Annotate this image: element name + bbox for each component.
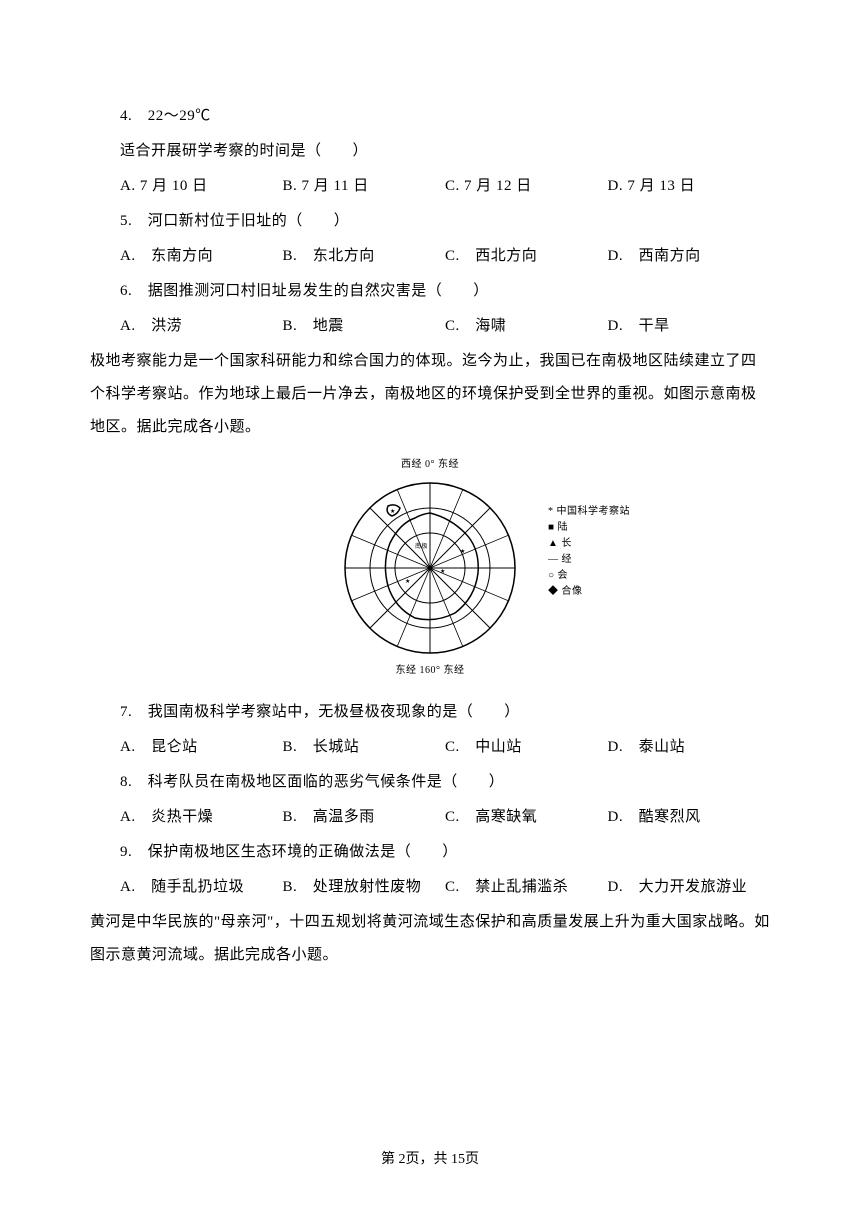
- q6-opt-c: C. 海啸: [445, 310, 608, 343]
- q8-options: A. 炎热干燥 B. 高温多雨 C. 高寒缺氧 D. 酷寒烈风: [90, 801, 770, 834]
- polar-map-svg: 南极 ★ ★ ★ ★: [340, 478, 520, 658]
- figure-top-label: 西经 0° 东经: [340, 454, 520, 476]
- q7-opt-b: B. 长城站: [283, 731, 446, 764]
- q9-opt-b: B. 处理放射性废物: [283, 871, 446, 904]
- q7-prompt: 7. 我国南极科学考察站中，无极昼极夜现象的是（ ）: [90, 696, 770, 729]
- legend-item-2: ■ 陆: [548, 520, 630, 536]
- passage1: 极地考察能力是一个国家科研能力和综合国力的体现。迄今为止，我国已在南极地区陆续建…: [90, 345, 770, 444]
- passage2: 黄河是中华民族的"母亲河"，十四五规划将黄河流域生态保护和高质量发展上升为重大国…: [90, 906, 770, 972]
- q4-options: A. 7 月 10 日 B. 7 月 11 日 C. 7 月 12 日 D. 7…: [90, 170, 770, 203]
- q7-opt-c: C. 中山站: [445, 731, 608, 764]
- q4-opt-c: C. 7 月 12 日: [445, 170, 608, 203]
- q7-opt-a: A. 昆仑站: [120, 731, 283, 764]
- legend-item-3: ▲ 长: [548, 536, 630, 552]
- svg-text:★: ★: [405, 578, 411, 585]
- q4-opt-d: D. 7 月 13 日: [608, 170, 771, 203]
- q4-opt-a: A. 7 月 10 日: [120, 170, 283, 203]
- q8-opt-b: B. 高温多雨: [283, 801, 446, 834]
- q6-opt-d: D. 干旱: [608, 310, 771, 343]
- figure-bottom-label: 东经 160° 东经: [340, 660, 520, 682]
- q6-opt-a: A. 洪涝: [120, 310, 283, 343]
- q6-prompt: 6. 据图推测河口村旧址易发生的自然灾害是（ ）: [90, 275, 770, 308]
- q7-options: A. 昆仑站 B. 长城站 C. 中山站 D. 泰山站: [90, 731, 770, 764]
- svg-text:南极: 南极: [415, 542, 428, 550]
- q8-opt-a: A. 炎热干燥: [120, 801, 283, 834]
- q5-options: A. 东南方向 B. 东北方向 C. 西北方向 D. 西南方向: [90, 240, 770, 273]
- svg-text:★: ★: [460, 548, 466, 555]
- q9-opt-d: D. 大力开发旅游业: [608, 871, 771, 904]
- q7-opt-d: D. 泰山站: [608, 731, 771, 764]
- q4-opt-b: B. 7 月 11 日: [283, 170, 446, 203]
- q9-opt-c: C. 禁止乱捕滥杀: [445, 871, 608, 904]
- q8-opt-c: C. 高寒缺氧: [445, 801, 608, 834]
- q5-opt-c: C. 西北方向: [445, 240, 608, 273]
- q9-options: A. 随手乱扔垃圾 B. 处理放射性废物 C. 禁止乱捕滥杀 D. 大力开发旅游…: [90, 871, 770, 904]
- legend-item-1: * 中国科学考察站: [548, 504, 630, 520]
- legend-item-4: — 经: [548, 552, 630, 568]
- q5-opt-d: D. 西南方向: [608, 240, 771, 273]
- page-content: 4. 22～29℃ 适合开展研学考察的时间是（ ） A. 7 月 10 日 B.…: [90, 100, 770, 972]
- q4-header: 4. 22～29℃: [90, 100, 770, 133]
- q8-opt-d: D. 酷寒烈风: [608, 801, 771, 834]
- q9-opt-a: A. 随手乱扔垃圾: [120, 871, 283, 904]
- figure-inner: 西经 0° 东经 南极 ★ ★ ★ ★ 东经 160°: [340, 454, 520, 682]
- q5-opt-b: B. 东北方向: [283, 240, 446, 273]
- q8-prompt: 8. 科考队员在南极地区面临的恶劣气候条件是（ ）: [90, 766, 770, 799]
- q6-options: A. 洪涝 B. 地震 C. 海啸 D. 干旱: [90, 310, 770, 343]
- q4-prompt: 适合开展研学考察的时间是（ ）: [90, 135, 770, 168]
- legend-item-5: ○ 会: [548, 568, 630, 584]
- page-footer: 第 2页，共 15页: [0, 1145, 860, 1176]
- q9-prompt: 9. 保护南极地区生态环境的正确做法是（ ）: [90, 836, 770, 869]
- figure-legend: * 中国科学考察站 ■ 陆 ▲ 长 — 经 ○ 会 ◆ 合像: [548, 504, 630, 600]
- q5-opt-a: A. 东南方向: [120, 240, 283, 273]
- svg-text:★: ★: [390, 508, 396, 515]
- legend-item-6: ◆ 合像: [548, 584, 630, 600]
- q6-opt-b: B. 地震: [283, 310, 446, 343]
- antarctic-figure: 西经 0° 东经 南极 ★ ★ ★ ★ 东经 160°: [90, 454, 770, 686]
- q5-prompt: 5. 河口新村位于旧址的（ ）: [90, 205, 770, 238]
- svg-text:★: ★: [440, 568, 446, 575]
